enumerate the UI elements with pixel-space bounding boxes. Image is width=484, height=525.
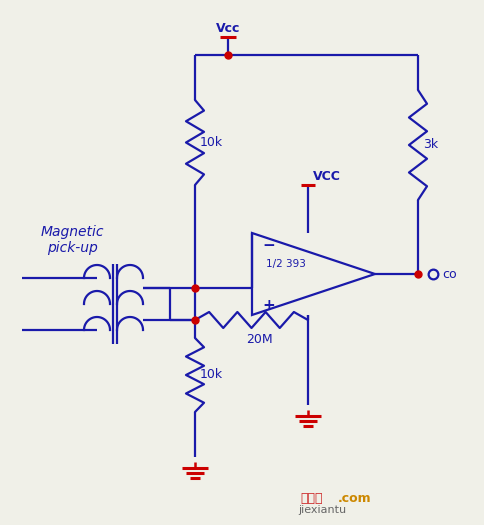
Text: −: −	[262, 237, 275, 253]
Text: 1/2 393: 1/2 393	[266, 259, 306, 269]
Text: 3k: 3k	[423, 139, 438, 152]
Text: +: +	[262, 298, 275, 312]
Text: 接线图: 接线图	[300, 492, 322, 505]
Text: Magnetic
pick-up: Magnetic pick-up	[40, 225, 104, 255]
Text: .com: .com	[338, 492, 372, 505]
Text: Vcc: Vcc	[216, 22, 240, 35]
Text: co: co	[442, 268, 456, 280]
Text: VCC: VCC	[313, 170, 341, 183]
Text: 10k: 10k	[200, 369, 223, 382]
Text: 20M: 20M	[246, 333, 273, 346]
Text: 10k: 10k	[200, 136, 223, 149]
Text: jiexiantu: jiexiantu	[298, 505, 346, 515]
